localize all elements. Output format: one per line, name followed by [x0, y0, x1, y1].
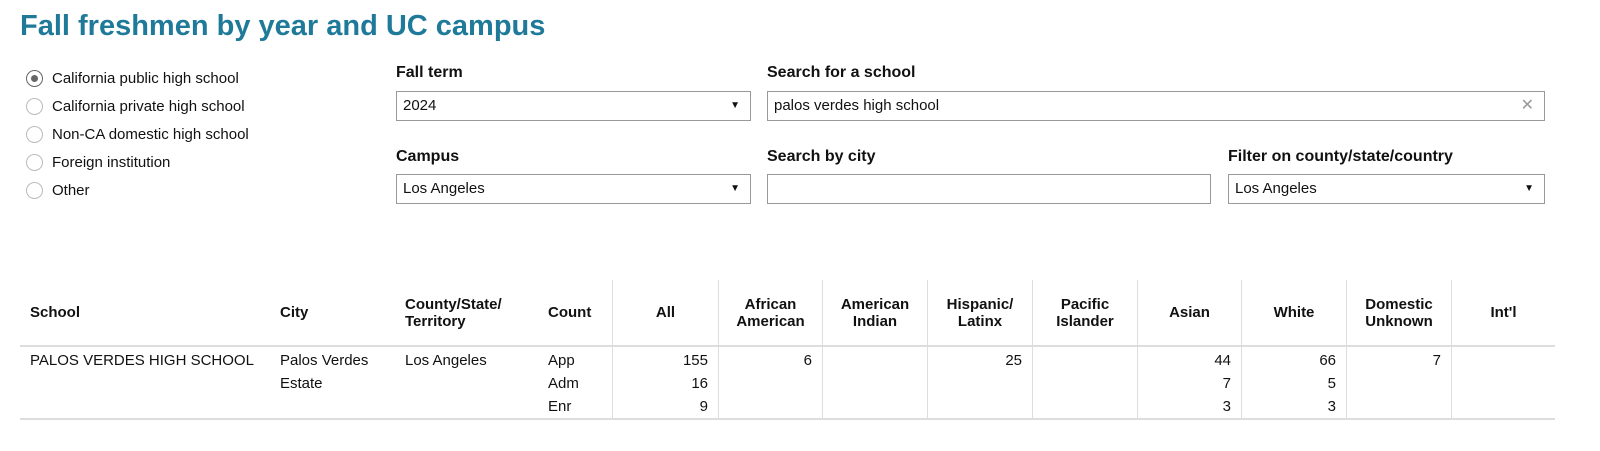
table-row: PALOS VERDES HIGH SCHOOL Palos Verdes Est…: [20, 346, 1555, 419]
fall-term-select[interactable]: 2024 ▼: [396, 91, 751, 121]
campus-value: Los Angeles: [403, 180, 485, 197]
search-city-label: Search by city: [767, 148, 876, 165]
column-header: Int'l: [1451, 280, 1555, 347]
count-type-cell: App Adm Enr: [538, 346, 613, 419]
results-table: School City County/State/ Territory Count Al…: [20, 280, 1555, 420]
search-school-label: Search for a school: [767, 64, 916, 81]
school-cell: PALOS VERDES HIGH SCHOOL: [30, 352, 254, 369]
value-cell: 155 16 9: [612, 346, 719, 419]
radio-label: Non-CA domestic high school: [52, 125, 249, 143]
county-filter-label: Filter on county/state/country: [1228, 148, 1453, 165]
county-cell: Los Angeles: [405, 352, 487, 369]
radio-icon[interactable]: [26, 125, 43, 143]
value-cell: 66 5 3: [1241, 346, 1347, 419]
value: [833, 349, 917, 372]
column-header: Hispanic/ Latinx: [927, 280, 1033, 347]
column-header: African American: [718, 280, 823, 347]
radio-icon[interactable]: [26, 181, 43, 199]
value: 44: [1214, 352, 1231, 369]
column-header: American Indian: [822, 280, 928, 347]
value: [1462, 372, 1545, 395]
value-cell: [1032, 346, 1138, 419]
count-type: Enr: [548, 398, 572, 415]
value: [729, 395, 812, 418]
value: 7: [1432, 352, 1441, 369]
radio-icon[interactable]: [26, 97, 43, 115]
radio-label: California private high school: [52, 97, 245, 115]
value: 3: [1327, 398, 1336, 415]
campus-label: Campus: [396, 148, 460, 165]
value: 5: [1327, 375, 1336, 392]
school-type-radio-group: California public high school California …: [26, 64, 249, 204]
radio-option[interactable]: Foreign institution: [26, 148, 249, 176]
column-header: Pacific Islander: [1032, 280, 1138, 347]
radio-option[interactable]: California public high school: [26, 64, 249, 92]
value-cell: [822, 346, 928, 419]
column-header: Count: [538, 280, 613, 347]
value: [1043, 372, 1127, 395]
search-school-value: palos verdes high school: [774, 97, 940, 114]
value: [1462, 349, 1545, 372]
value: [1357, 395, 1441, 418]
value-cell: 25: [927, 346, 1033, 419]
value: [833, 395, 917, 418]
column-header: Domestic Unknown: [1346, 280, 1452, 347]
value: 9: [699, 398, 708, 415]
column-header: City: [270, 280, 395, 347]
value-cell: 7: [1346, 346, 1452, 419]
value-cell: [1451, 346, 1555, 419]
fall-term-value: 2024: [403, 97, 437, 114]
column-header: School: [20, 280, 270, 347]
value: [938, 395, 1022, 418]
dropdown-arrow-icon: ▼: [730, 183, 740, 194]
value: 25: [1005, 352, 1022, 369]
fall-term-label: Fall term: [396, 64, 463, 81]
radio-option[interactable]: California private high school: [26, 92, 249, 120]
column-header: Asian: [1137, 280, 1242, 347]
value: 7: [1222, 375, 1231, 392]
city-cell: Palos Verdes Estate: [280, 352, 369, 392]
column-header: County/State/ Territory: [395, 280, 538, 347]
value: [729, 372, 812, 395]
county-filter-value: Los Angeles: [1235, 180, 1317, 197]
value-cell: 6: [718, 346, 823, 419]
radio-option[interactable]: Non-CA domestic high school: [26, 120, 249, 148]
dropdown-arrow-icon: ▼: [1524, 183, 1534, 194]
campus-select[interactable]: Los Angeles ▼: [396, 174, 751, 204]
value: 3: [1222, 398, 1231, 415]
search-school-input[interactable]: palos verdes high school ✕: [767, 91, 1545, 121]
value: [938, 372, 1022, 395]
clear-icon[interactable]: ✕: [1520, 97, 1534, 114]
value: 155: [682, 352, 708, 369]
radio-option[interactable]: Other: [26, 176, 249, 204]
radio-label: Other: [52, 181, 90, 199]
value: 16: [691, 375, 708, 392]
search-city-input[interactable]: [767, 174, 1211, 204]
value: 66: [1319, 352, 1336, 369]
radio-icon[interactable]: [26, 153, 43, 171]
page-title: Fall freshmen by year and UC campus: [20, 10, 546, 42]
count-type: Adm: [548, 375, 579, 392]
value: [1357, 372, 1441, 395]
radio-label: California public high school: [52, 69, 239, 87]
dropdown-arrow-icon: ▼: [730, 100, 740, 111]
column-header: White: [1241, 280, 1347, 347]
radio-label: Foreign institution: [52, 153, 171, 171]
value: [833, 372, 917, 395]
column-header: All: [612, 280, 719, 347]
value-cell: 44 7 3: [1137, 346, 1242, 419]
count-type: App: [548, 352, 575, 369]
value: [1043, 395, 1127, 418]
radio-icon[interactable]: [26, 69, 43, 87]
value: [1462, 395, 1545, 418]
value: [1043, 349, 1127, 372]
value: 6: [803, 352, 812, 369]
county-filter-select[interactable]: Los Angeles ▼: [1228, 174, 1545, 204]
